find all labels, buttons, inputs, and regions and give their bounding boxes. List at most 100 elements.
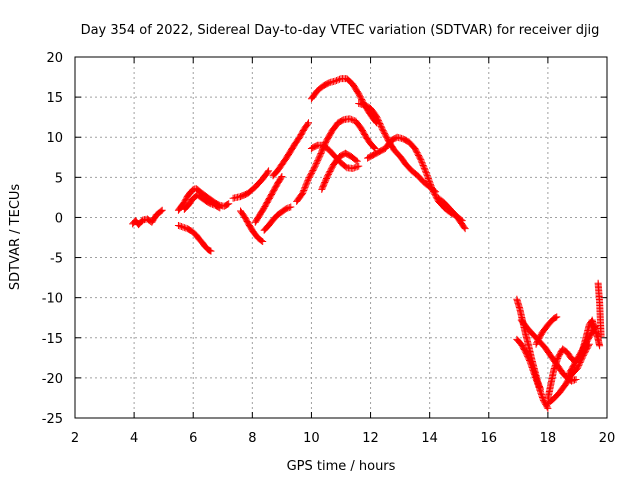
data-point — [597, 332, 605, 340]
data-point — [460, 223, 468, 231]
data-point — [304, 119, 312, 127]
data-point — [215, 203, 223, 211]
data-point — [424, 175, 432, 182]
data-point — [543, 403, 551, 411]
data-point — [420, 163, 428, 171]
data-point — [287, 203, 295, 211]
data-point — [417, 156, 425, 164]
data-point — [259, 238, 267, 246]
tick-layer: 2 4 6 8 10 12 14 16 18 20 -25 -20 -15 -10 -5 0 5 10 15 20 — [42, 51, 616, 446]
data-point — [372, 112, 380, 120]
data-point — [207, 200, 215, 208]
data-point — [570, 376, 578, 384]
data-point — [180, 224, 188, 232]
data-point — [373, 114, 381, 122]
data-point — [596, 342, 604, 350]
series-track-a — [129, 206, 166, 229]
y-tick-label: -15 — [42, 332, 63, 347]
x-tick-label: 10 — [303, 431, 320, 446]
chart-title: Day 354 of 2022, Sidereal Day-to-day VTE… — [81, 23, 600, 38]
data-point — [352, 163, 360, 171]
data-point — [346, 115, 354, 123]
data-point — [216, 204, 224, 212]
data-point — [422, 169, 430, 177]
data-point — [312, 161, 320, 169]
data-point — [312, 159, 320, 167]
x-tick-label: 14 — [421, 431, 438, 446]
x-tick-label: 16 — [481, 431, 498, 446]
series-track-i — [269, 119, 312, 180]
data-point — [176, 222, 184, 230]
data-point — [300, 185, 308, 193]
data-point — [336, 75, 344, 83]
data-point — [157, 207, 165, 215]
data-marks — [129, 75, 605, 412]
data-point — [426, 180, 434, 188]
data-point — [258, 237, 266, 245]
data-point — [313, 158, 321, 166]
data-point — [420, 164, 428, 172]
data-point — [304, 120, 312, 128]
data-point — [355, 162, 363, 170]
series-track-j — [293, 115, 379, 205]
data-point — [552, 313, 560, 321]
data-point — [303, 179, 311, 187]
x-tick-label: 18 — [540, 431, 557, 446]
y-tick-label: -5 — [50, 252, 63, 267]
series-track-e — [229, 167, 273, 202]
data-point — [331, 77, 339, 85]
data-point — [347, 115, 355, 123]
data-point — [461, 225, 469, 233]
x-tick-label: 8 — [248, 431, 256, 446]
series-track-x — [576, 316, 604, 363]
data-point — [299, 188, 307, 196]
data-point — [424, 173, 432, 181]
data-point — [427, 182, 435, 190]
x-tick-label: 4 — [130, 431, 138, 446]
data-point — [374, 117, 382, 125]
x-tick-label: 12 — [362, 431, 379, 446]
y-tick-label: -10 — [42, 292, 63, 307]
data-point — [376, 121, 384, 129]
data-point — [352, 156, 360, 164]
y-tick-label: 10 — [46, 131, 63, 146]
data-point — [177, 223, 185, 231]
data-point — [375, 118, 383, 126]
data-point — [310, 164, 318, 172]
plot-frame — [74, 56, 608, 419]
data-point — [417, 157, 425, 165]
data-point — [425, 177, 433, 185]
y-tick-label: -20 — [42, 372, 63, 387]
data-point — [553, 313, 561, 321]
data-point — [302, 182, 310, 190]
x-tick-label: 6 — [189, 431, 197, 446]
data-point — [277, 174, 285, 182]
y-tick-label: 5 — [55, 171, 63, 186]
data-point — [421, 166, 429, 174]
data-point — [419, 160, 427, 168]
data-point — [225, 200, 233, 208]
data-point — [179, 223, 187, 231]
series-track-y — [594, 279, 605, 340]
series-track-g — [251, 173, 286, 226]
series-track-c — [174, 221, 215, 255]
data-point — [572, 375, 580, 383]
data-point — [303, 178, 311, 186]
data-point — [419, 161, 427, 169]
data-point — [423, 170, 431, 178]
x-tick-label: 2 — [71, 431, 79, 446]
data-point — [418, 159, 426, 167]
data-point — [206, 247, 214, 255]
series-track-f — [237, 207, 267, 246]
series-track-r — [513, 335, 552, 412]
data-point — [174, 221, 182, 229]
data-point — [264, 168, 272, 176]
data-point — [349, 116, 357, 124]
data-point — [208, 200, 216, 208]
data-point — [376, 119, 384, 127]
data-point — [428, 185, 436, 193]
data-point — [224, 200, 232, 208]
data-point — [426, 179, 434, 187]
